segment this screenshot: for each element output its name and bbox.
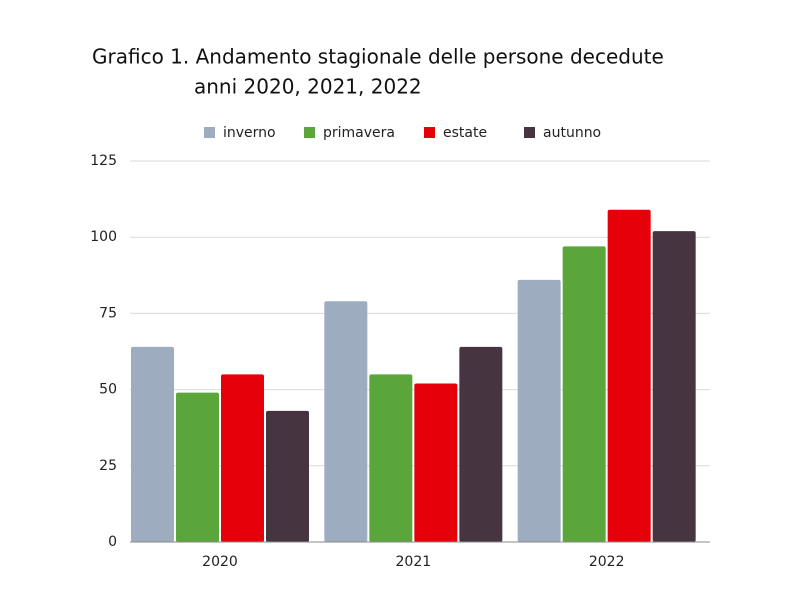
y-tick-label: 75	[99, 305, 117, 321]
bar	[414, 383, 458, 542]
bar	[607, 209, 651, 542]
bar	[652, 231, 696, 542]
bar	[266, 410, 309, 542]
legend-label: primavera	[323, 125, 395, 141]
bar	[562, 246, 606, 542]
x-tick-label: 2020	[202, 554, 238, 570]
legend-swatch	[204, 127, 215, 138]
legend-label: inverno	[223, 125, 276, 141]
legend-swatch	[424, 127, 435, 138]
bar	[517, 279, 561, 542]
y-tick-label: 25	[99, 458, 117, 474]
bar	[369, 374, 413, 542]
legend-label: autunno	[543, 125, 601, 141]
y-tick-label: 50	[99, 382, 117, 398]
chart-title: anni 2020, 2021, 2022	[194, 75, 422, 99]
y-tick-label: 125	[90, 153, 117, 169]
legend-swatch	[524, 127, 535, 138]
x-tick-label: 2021	[396, 554, 432, 570]
x-tick-label: 2022	[589, 554, 625, 570]
y-tick-label: 0	[108, 534, 117, 550]
legend-swatch	[304, 127, 315, 138]
chart-title: Grafico 1. Andamento stagionale delle pe…	[92, 45, 664, 69]
y-tick-label: 100	[90, 229, 117, 245]
bar	[459, 346, 503, 542]
bar	[131, 346, 174, 542]
legend-label: estate	[443, 125, 487, 141]
bar	[221, 374, 264, 542]
bar	[324, 301, 368, 542]
bar	[176, 392, 219, 542]
